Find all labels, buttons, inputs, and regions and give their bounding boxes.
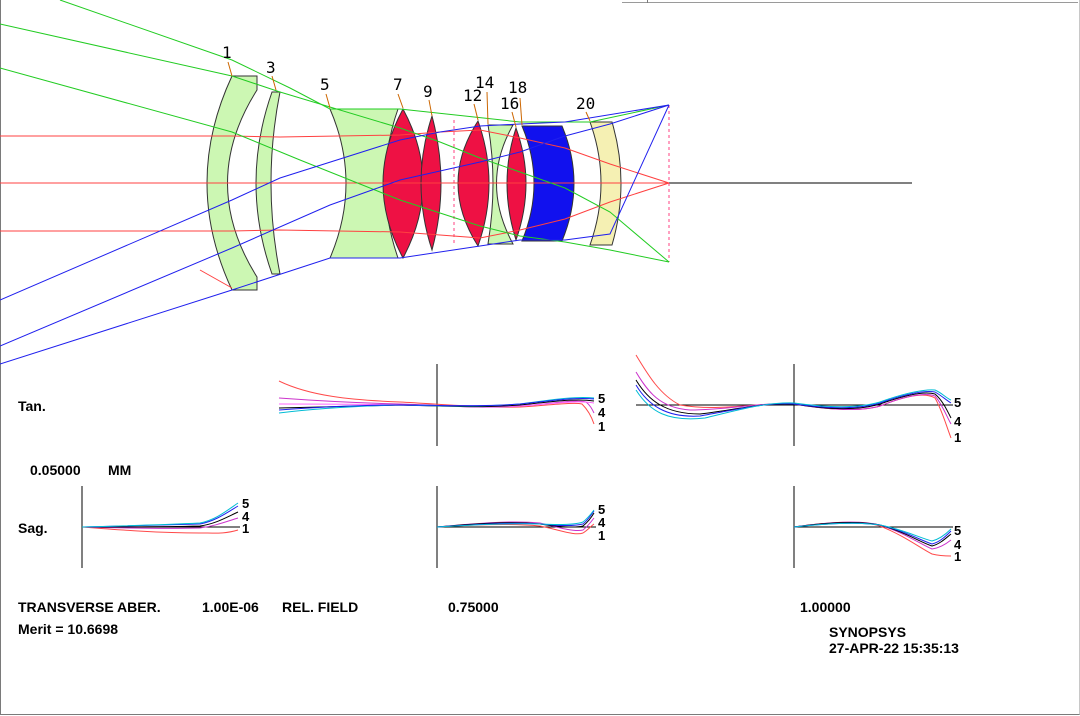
- surface-leader-16: [511, 111, 517, 128]
- surface-leader-20: [585, 111, 591, 122]
- tan-full-wl-5: 5: [954, 395, 961, 410]
- sag-full-curve-2: [793, 521, 952, 550]
- footer-field-full: 1.00000: [800, 599, 851, 615]
- ray-bundle-full-field: [0, 104, 670, 365]
- sag-mid-curve-5: [436, 509, 595, 528]
- surface-label-9: 9: [423, 82, 433, 101]
- surface-label-7: 7: [393, 75, 403, 94]
- sag-axial-curves: [81, 502, 239, 534]
- aberration-plot-axes: [81, 364, 953, 568]
- tan-full-wl-1: 1: [954, 430, 961, 445]
- surface-labels: 1 3 5 7 9 12 14 16 18 20: [222, 43, 595, 128]
- surface-label-20: 20: [576, 94, 595, 113]
- ray-bundle-axial: [0, 129, 670, 289]
- brand-label: SYNOPSYS: [829, 624, 907, 640]
- surface-leader-12: [473, 103, 479, 121]
- ray-mid-chief: [0, 67, 670, 263]
- lens-element-14: [487, 124, 514, 245]
- sag-label: Sag.: [18, 520, 48, 536]
- tan-mid-wl-1: 1: [598, 419, 605, 434]
- tan-mid-curve-6: [278, 397, 595, 411]
- ray-mid-upper: [0, 23, 670, 263]
- surface-label-14: 14: [475, 73, 494, 92]
- tan-full-wl-4: 4: [954, 414, 962, 429]
- sag-axial-curve-1: [81, 526, 239, 534]
- lens-element-16: [506, 126, 527, 242]
- window-top-tick: [647, 0, 648, 3]
- footer-wave-value: 1.00E-06: [202, 599, 259, 615]
- sag-axial-wl-1: 1: [242, 521, 249, 536]
- sag-full-wl-5: 5: [954, 523, 961, 538]
- surface-label-12: 12: [463, 86, 482, 105]
- sag-full-curve-4: [793, 522, 952, 545]
- sag-mid-wl-1: 1: [598, 528, 605, 543]
- sag-mid-wl-5: 5: [598, 502, 605, 517]
- sag-axial-wl-4: 4: [242, 509, 250, 524]
- surface-leader-14: [486, 91, 489, 125]
- ray-full-chief: [0, 104, 670, 347]
- ray-bundle-mid-field: [0, 0, 670, 263]
- sag-mid-curves: [436, 509, 595, 535]
- surface-label-16: 16: [500, 94, 519, 113]
- tan-label: Tan.: [18, 398, 46, 414]
- sag-axial-wl-5: 5: [242, 496, 249, 511]
- wavelength-labels: 5 4 1 5 4 1 5 4 1 5 4 1 5 4 1: [242, 391, 962, 564]
- scale-value: 0.05000: [30, 462, 81, 478]
- ray-axial-lower: [0, 182, 670, 239]
- surface-label-5: 5: [320, 75, 330, 94]
- surface-leader-9: [428, 99, 433, 117]
- timestamp-label: 27-APR-22 15:35:13: [829, 640, 959, 656]
- surface-label-1: 1: [222, 43, 232, 62]
- scale-unit: MM: [108, 462, 132, 478]
- tan-full-curve-4: [635, 384, 952, 417]
- sag-axial-curve-5: [81, 502, 239, 528]
- window-top-edge: [622, 0, 1078, 3]
- ray-mid-lower: [59, 0, 670, 123]
- sag-full-curve-5: [793, 522, 952, 542]
- sag-axial-curve-3: [81, 511, 239, 528]
- sag-mid-curve-3: [436, 512, 595, 528]
- footer-title: TRANSVERSE ABER.: [18, 599, 161, 615]
- sag-mid-wl-4: 4: [598, 515, 606, 530]
- surface-label-3: 3: [266, 58, 276, 77]
- tan-full-curve-3: [635, 379, 952, 419]
- sag-full-curves: [793, 521, 952, 557]
- ray-axial-upper: [0, 129, 670, 184]
- ray-full-lower: [0, 104, 670, 365]
- tan-mid-wl-4: 4: [598, 405, 606, 420]
- sag-axial-curve-4: [81, 505, 239, 528]
- surface-label-18: 18: [508, 78, 527, 97]
- surface-leader-18: [519, 97, 523, 126]
- surface-leader-5: [325, 93, 331, 109]
- ray-full-upper: [0, 104, 670, 301]
- tan-full-curves: [635, 354, 952, 439]
- tan-full-curve-5: [635, 389, 952, 420]
- surface-leader-1: [227, 61, 233, 77]
- sag-full-wl-1: 1: [954, 549, 961, 564]
- surface-leader-7: [397, 93, 404, 109]
- surface-leader-3: [271, 75, 277, 91]
- sag-full-wl-4: 4: [954, 537, 962, 552]
- ray-axial-marginal: [199, 269, 233, 289]
- footer-field-caption: REL. FIELD: [282, 599, 359, 615]
- sag-full-curve-3: [793, 522, 952, 547]
- tan-mid-curves: [278, 380, 595, 425]
- tan-mid-wl-5: 5: [598, 391, 605, 406]
- footer-field-mid: 0.75000: [448, 599, 499, 615]
- merit-value: Merit = 10.6698: [18, 621, 119, 637]
- sag-axial-curve-2: [81, 517, 239, 529]
